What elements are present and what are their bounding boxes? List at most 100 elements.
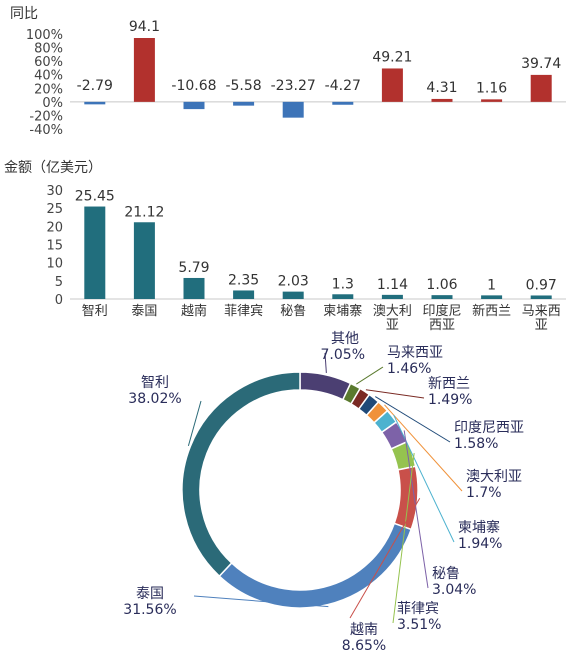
- y-axis-title: 同比: [10, 6, 38, 22]
- data-label: 94.1: [129, 19, 160, 35]
- slice-name-label: 新西兰: [428, 376, 470, 392]
- yoy-bar: [530, 74, 552, 102]
- slice-name-label: 柬埔寨: [458, 519, 500, 536]
- slice-value-label: 7.05%: [321, 347, 365, 363]
- x-tick-label: 西亚: [429, 318, 455, 333]
- amount-bar: [133, 222, 155, 299]
- x-tick-label: 越南: [181, 303, 207, 319]
- y-tick-label: 15: [46, 239, 63, 254]
- slice-name-label: 马来西亚: [387, 345, 443, 361]
- data-label: 1.14: [377, 277, 408, 293]
- slice-value-label: 1.49%: [428, 392, 472, 408]
- y-tick-label: 20: [46, 220, 63, 235]
- x-tick-label: 亚: [535, 318, 548, 333]
- data-label: 5.79: [178, 260, 209, 276]
- y-tick-label: 60%: [34, 55, 63, 70]
- data-label: 4.31: [426, 80, 457, 96]
- leader-line: [187, 400, 202, 447]
- x-tick-label: 秘鲁: [280, 304, 306, 319]
- amount-bar: [431, 295, 453, 299]
- leader-line: [365, 389, 425, 399]
- y-tick-label: -40%: [29, 123, 63, 138]
- slice-name-label: 秘鲁: [432, 566, 460, 582]
- yoy-bar: [381, 68, 403, 102]
- x-tick-label: 柬埔寨: [323, 303, 362, 319]
- x-tick-label: 亚: [386, 318, 399, 333]
- amount-bar: [84, 206, 106, 299]
- data-label: 1: [487, 277, 496, 293]
- data-label: 49.21: [372, 49, 412, 65]
- slice-value-label: 1.58%: [454, 436, 498, 452]
- x-tick-label: 智利: [82, 304, 108, 319]
- x-tick-label: 菲律宾: [224, 303, 263, 319]
- x-tick-label: 泰国: [131, 304, 157, 319]
- leader-line: [356, 366, 384, 385]
- y-tick-label: 80%: [34, 42, 63, 57]
- y-tick-label: 5: [55, 275, 63, 290]
- slice-value-label: 31.56%: [123, 602, 176, 618]
- leader-line: [193, 595, 329, 608]
- slice-value-label: 38.02%: [128, 391, 181, 407]
- data-label: 1.16: [476, 80, 507, 96]
- x-tick-label: 澳大利: [373, 303, 412, 319]
- x-tick-label: 印度尼: [422, 303, 461, 319]
- data-label: 21.12: [124, 204, 164, 220]
- slice-name-label: 印度尼西亚: [454, 420, 524, 436]
- yoy-bar: [481, 99, 503, 102]
- leader-line: [384, 404, 463, 492]
- yoy-bar: [332, 101, 354, 105]
- amount-bar: [481, 295, 503, 299]
- slice-name-label: 越南: [350, 622, 378, 638]
- y-tick-label: 10: [46, 257, 63, 272]
- amount-bar: [183, 277, 205, 299]
- data-label: -4.27: [325, 78, 361, 94]
- leader-line: [403, 430, 429, 589]
- yoy-bar: [133, 38, 155, 102]
- donut-slice: [218, 522, 413, 609]
- y-axis-title: 金额（亿美元）: [4, 160, 102, 176]
- amount-bar: [282, 291, 304, 299]
- slice-value-label: 1.46%: [387, 361, 431, 377]
- data-label: 0.97: [526, 277, 557, 293]
- data-label: 39.74: [521, 56, 561, 72]
- y-tick-label: 0: [55, 293, 63, 308]
- slice-name-label: 菲律宾: [397, 601, 439, 617]
- x-tick-label: 马来西: [522, 304, 561, 319]
- data-label: 2.35: [228, 272, 259, 288]
- slice-value-label: 3.04%: [432, 582, 476, 598]
- amount-bar: [332, 294, 354, 299]
- yoy-bar: [282, 101, 304, 118]
- leader-line: [393, 414, 455, 543]
- yoy-bar-chart: 同比 100%80%60%40%20%0%-20%-40% -2.79 94.1 -10…: [10, 6, 566, 138]
- slice-value-label: 1.94%: [458, 536, 502, 552]
- donut-slice: [299, 371, 352, 401]
- data-label: 2.03: [278, 274, 309, 290]
- data-label: 25.45: [75, 189, 115, 205]
- data-label: -10.68: [171, 78, 216, 94]
- share-donut-chart: 其他7.05% 马来西亚1.46%新西兰1.49%印度尼西亚1.58%澳大利亚1.…: [123, 331, 524, 654]
- slice-value-label: 3.51%: [397, 617, 441, 633]
- x-tick-label: 新西兰: [472, 303, 511, 319]
- amount-bar: [381, 294, 403, 299]
- y-tick-label: 100%: [26, 28, 63, 43]
- amount-bar: [233, 290, 255, 299]
- data-label: -5.58: [225, 78, 261, 94]
- donut-slice: [181, 371, 301, 578]
- leader-line: [375, 396, 451, 443]
- slice-name-label: 智利: [141, 375, 169, 391]
- slice-name-label: 其他: [331, 331, 359, 347]
- data-label: 1.3: [332, 276, 354, 292]
- amount-bar: [530, 295, 552, 299]
- data-label: -2.79: [77, 78, 113, 94]
- y-tick-label: 30: [46, 184, 63, 199]
- yoy-bar: [431, 98, 453, 102]
- leader-line: [349, 497, 421, 619]
- data-label: -23.27: [271, 78, 316, 94]
- yoy-bar: [233, 101, 255, 106]
- y-tick-label: -20%: [29, 109, 63, 124]
- y-tick-label: 0%: [42, 96, 63, 111]
- y-tick-label: 20%: [34, 82, 63, 97]
- data-label: 1.06: [426, 277, 457, 293]
